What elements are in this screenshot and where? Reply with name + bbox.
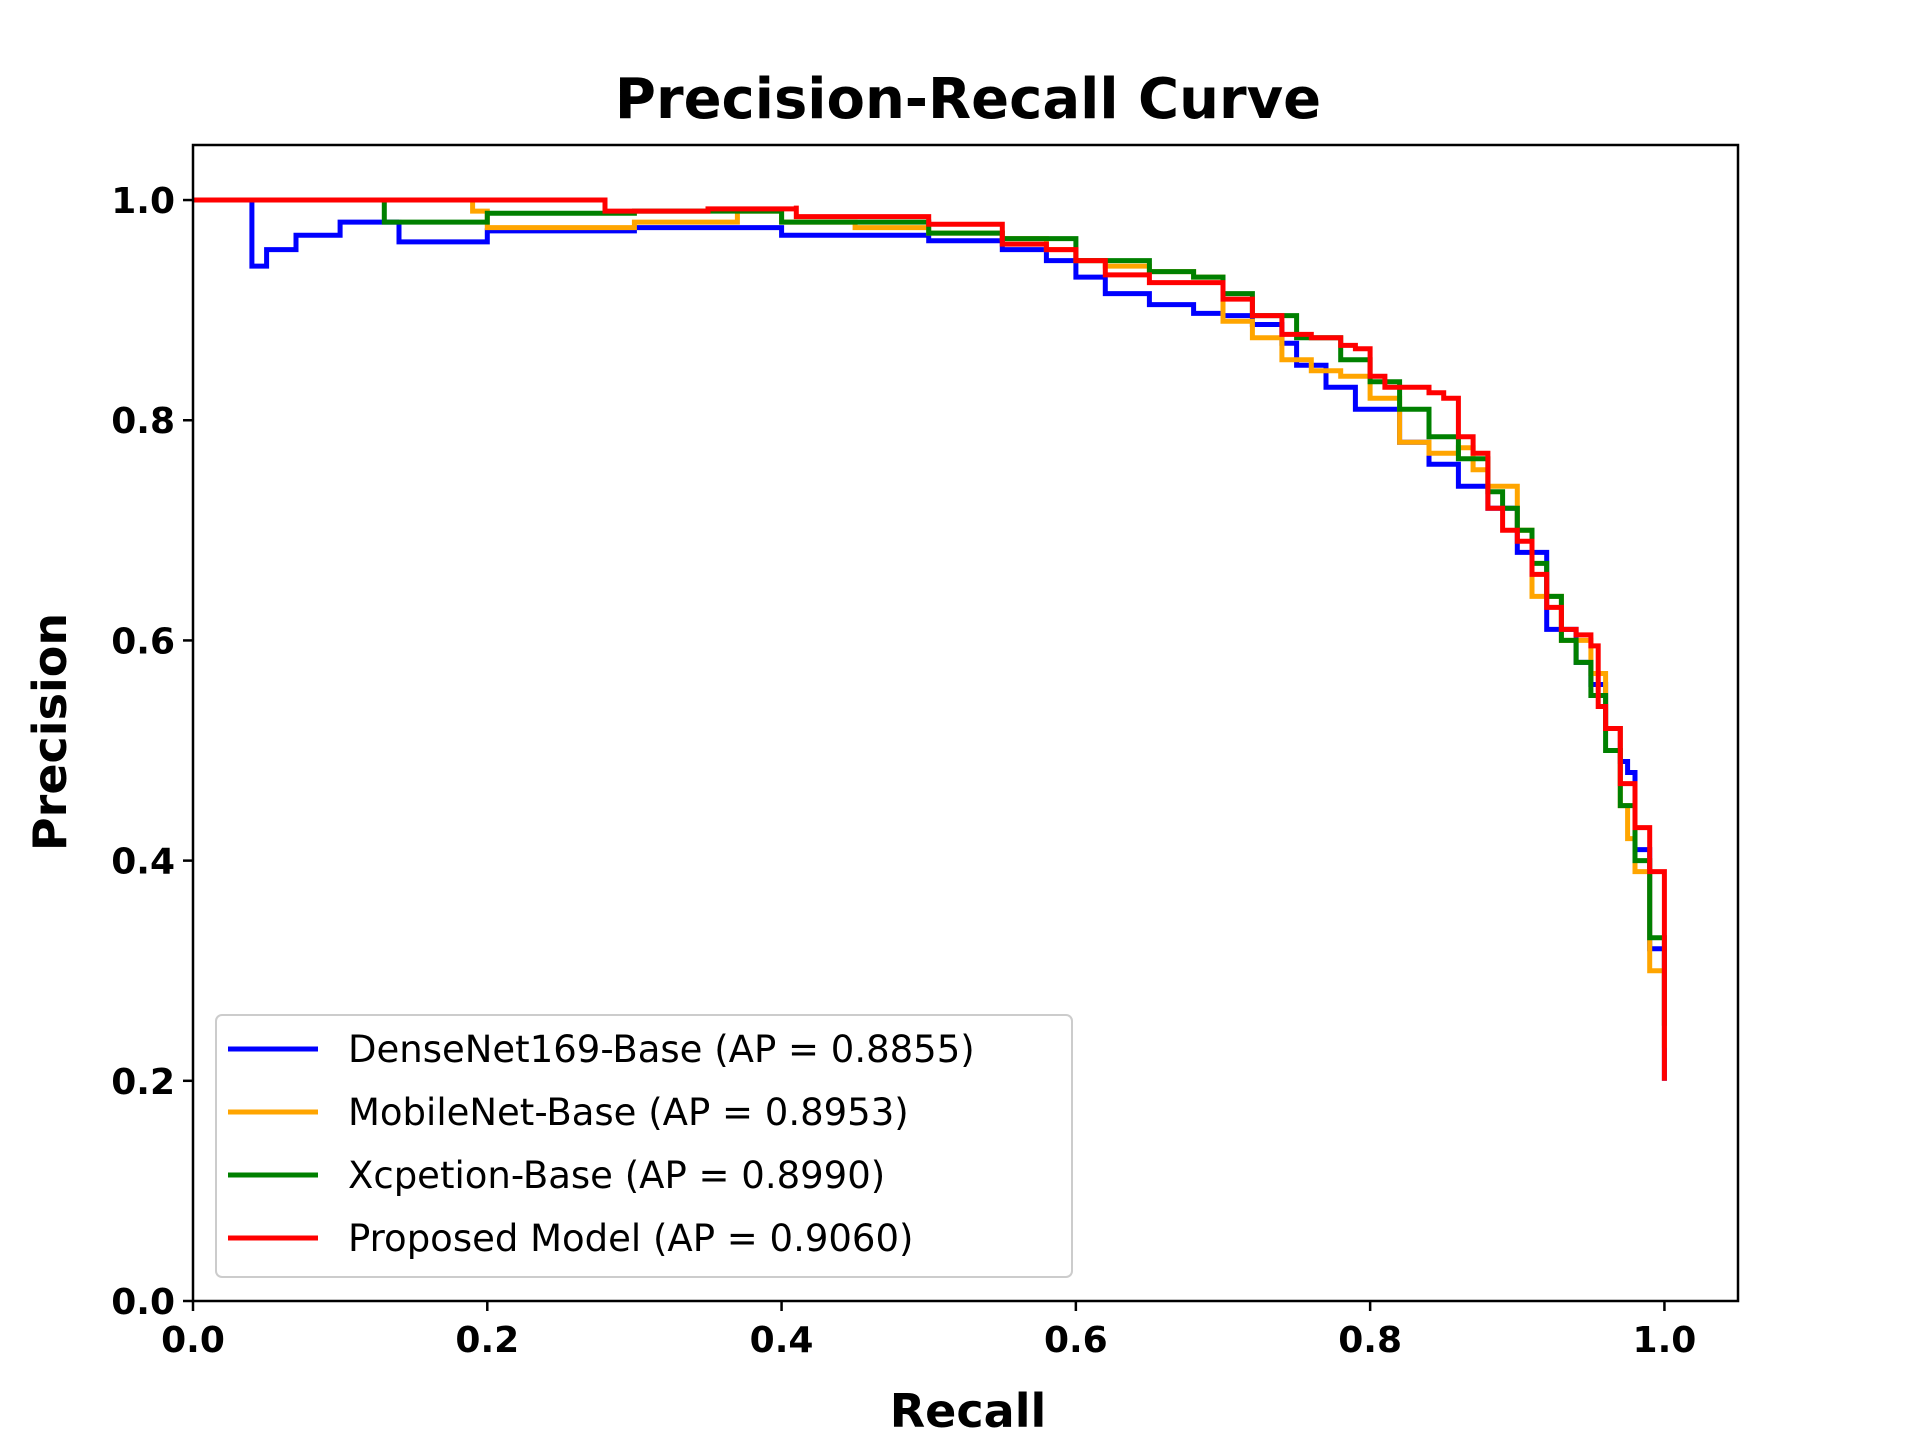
series-line-3 [193,197,1667,1081]
data-series [193,197,1667,1081]
legend: DenseNet169-Base (AP = 0.8855) MobileNet-… [215,1014,1073,1278]
legend-label-1: MobileNet-Base (AP = 0.8953) [348,1091,909,1134]
legend-label-3: Proposed Model (AP = 0.9060) [348,1217,913,1260]
y-axis-label: Precision [23,613,77,851]
x-tick-label: 0.2 [455,1320,519,1361]
x-axis-label: Recall [890,1384,1046,1438]
x-tick-label: 0.6 [1044,1320,1108,1361]
y-tick-label: 0.6 [111,621,175,662]
y-tick-label: 0.8 [111,401,175,442]
x-tick-label: 1.0 [1633,1320,1697,1361]
y-tick-label: 0.2 [111,1062,175,1103]
x-tick-label: 0.0 [161,1320,225,1361]
legend-box [215,1014,1073,1278]
axis-ticks: 0.0 0.2 0.4 0.6 0.8 1.0 0.0 0.2 0.4 0.6 0.8 1.0 [111,181,1696,1361]
plot-area-frame [191,143,1740,1303]
y-tick-label: 1.0 [111,181,175,222]
x-tick-label: 0.8 [1338,1320,1402,1361]
y-tick-label: 0.0 [111,1282,175,1323]
x-tick-label: 0.4 [750,1320,814,1361]
y-tick-label: 0.4 [111,842,175,883]
chart-title: Precision-Recall Curve [615,67,1321,132]
legend-label-0: DenseNet169-Base (AP = 0.8855) [348,1028,975,1071]
series-line-2 [193,197,1667,1026]
legend-label-2: Xcpetion-Base (AP = 0.8990) [348,1154,885,1197]
